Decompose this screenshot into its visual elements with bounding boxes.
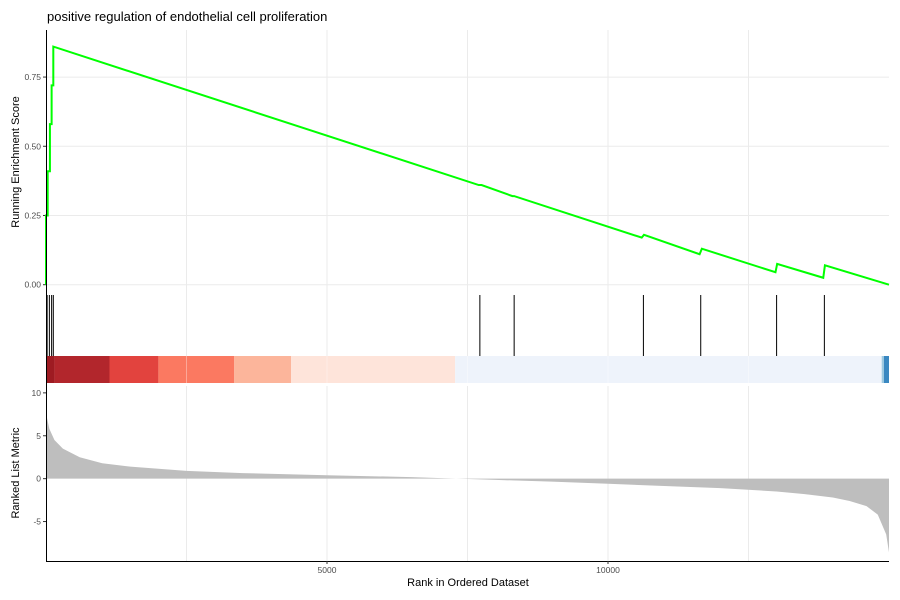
vertical-gridlines <box>186 30 749 561</box>
enrichment-score-line <box>45 45 890 286</box>
band-segment <box>291 356 456 383</box>
x-tick-label: 5000 <box>318 565 337 575</box>
y-tick-label: 0.75 <box>24 72 41 82</box>
y-tick-label: 0.50 <box>24 141 41 151</box>
ranked-metric-axis-label: Ranked List Metric <box>10 427 22 519</box>
band-segment <box>234 356 292 383</box>
running-score-panel: 0.00 0.25 0.50 0.75 <box>24 45 890 290</box>
chart-title: positive regulation of endothelial cell … <box>47 9 327 24</box>
band-segment <box>455 356 882 383</box>
y-tick-label: 0 <box>36 474 41 484</box>
ranked-metric-y-ticks: -5 0 5 10 <box>32 388 46 527</box>
x-axis-label: Rank in Ordered Dataset <box>407 577 529 589</box>
y-tick-label: -5 <box>33 517 41 527</box>
ranked-metric-area <box>46 410 889 553</box>
x-tick-label: 10000 <box>596 565 620 575</box>
ranked-metric-panel: -5 0 5 10 <box>32 388 889 553</box>
y-tick-label: 0.00 <box>24 280 41 290</box>
gene-hit-lines <box>46 295 825 356</box>
band-segment <box>54 356 110 383</box>
band-segment <box>881 356 884 383</box>
band-segment <box>46 356 55 383</box>
running-score-axis-label: Running Enrichment Score <box>10 96 22 227</box>
x-axis-ticks: 5000 10000 <box>318 561 620 575</box>
y-tick-label: 5 <box>36 431 41 441</box>
y-tick-label: 10 <box>32 388 42 398</box>
y-tick-label: 0.25 <box>24 210 41 220</box>
running-score-y-ticks: 0.00 0.25 0.50 0.75 <box>24 72 889 290</box>
band-segment <box>109 356 159 383</box>
band-segment <box>158 356 235 383</box>
band-segment <box>883 356 889 383</box>
rank-color-band <box>46 356 889 383</box>
